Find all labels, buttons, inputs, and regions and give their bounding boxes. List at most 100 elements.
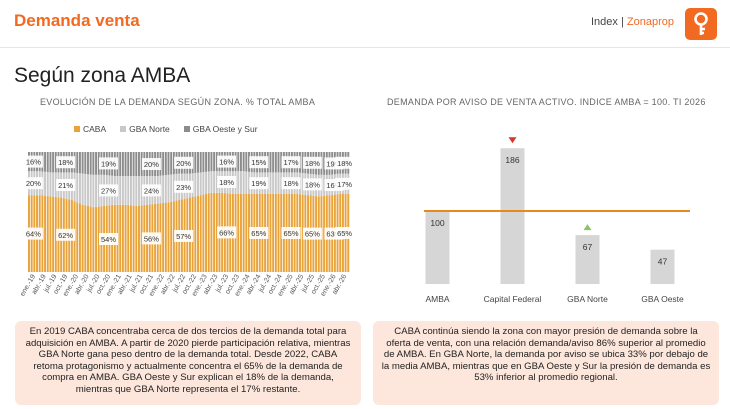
- data-label-bg-gba-norte: [56, 179, 76, 191]
- data-label-bg-caba: [335, 227, 355, 239]
- bar-caba: [81, 204, 84, 272]
- bar-gba-oeste-sur: [215, 152, 218, 172]
- bar-gba-norte: [97, 174, 100, 207]
- legend-item-gba-norte: GBA Norte: [120, 124, 170, 134]
- bar-gba-oeste-sur: [162, 152, 165, 176]
- data-label-gba-norte: 18%: [305, 180, 320, 189]
- bar-gba-norte: [205, 171, 208, 194]
- bar-gba-norte: [210, 171, 213, 193]
- data-label-gba-norte: 21%: [58, 181, 73, 190]
- data-label-bg-gba-oeste-sur: [335, 156, 355, 169]
- bar-gba-oeste-sur: [76, 152, 79, 173]
- data-label-caba: 65%: [283, 229, 298, 238]
- data-label-gba-oeste-sur: 20%: [176, 159, 191, 168]
- data-label-bg-gba-oeste-sur: [281, 156, 301, 169]
- bar-caba: [248, 194, 250, 272]
- bar-gba-oeste-sur: [119, 152, 122, 176]
- bar-gba-oeste-sur: [49, 152, 52, 173]
- data-label-caba: 57%: [176, 232, 191, 241]
- brand-link[interactable]: Zonaprop: [626, 16, 674, 28]
- zonaprop-logo-icon[interactable]: [685, 8, 717, 40]
- bar-caba: [215, 192, 218, 272]
- bar-gba-oeste-sur: [167, 152, 170, 175]
- bar-caba: [135, 206, 138, 272]
- right-chart-note: CABA continúa siendo la zona con mayor p…: [373, 321, 719, 405]
- bar-gba-oeste-sur: [202, 152, 205, 173]
- bar-caba: [194, 196, 197, 272]
- bar-gba-oeste-sur: [164, 152, 167, 176]
- bar-gba-norte: [272, 172, 275, 194]
- bar-caba: [199, 195, 202, 272]
- data-label-bg-gba-norte: [23, 177, 43, 190]
- bar-caba: [132, 205, 135, 272]
- bar-caba: [172, 201, 175, 272]
- bar-gba-norte: [170, 174, 173, 202]
- data-label-gba-norte: 16%: [326, 181, 341, 190]
- legend-label-gba-norte: GBA Norte: [129, 124, 170, 134]
- bar-gba-norte: [119, 176, 122, 205]
- bar-caba: [207, 193, 210, 272]
- data-label-bg-gba-oeste-sur: [217, 155, 237, 168]
- page-title: Demanda venta: [14, 11, 140, 30]
- bar-gba-norte: [245, 171, 248, 194]
- bar-gba-norte: [46, 172, 49, 197]
- bar-gba-oeste-sur: [199, 152, 202, 173]
- data-label-caba: 62%: [58, 231, 73, 240]
- bar-caba: [44, 195, 47, 272]
- bar-caba: [124, 204, 127, 272]
- demand-index-chart: 100 AMBA 186 Capital Federal 67 GBA Norte 47 GB…: [424, 137, 690, 304]
- data-label-gba-oeste-sur: 18%: [337, 159, 352, 168]
- data-label-gba-oeste-sur: 15%: [251, 158, 266, 167]
- data-label-caba: 56%: [144, 234, 159, 243]
- bar-gba-norte: [277, 172, 280, 194]
- data-label-gba-oeste-sur: 19%: [101, 159, 116, 168]
- data-label-caba: 65%: [305, 230, 320, 239]
- bar-gba-norte: [140, 176, 143, 206]
- data-label-gba-oeste-sur: 19%: [326, 159, 341, 168]
- index-bar: [425, 211, 450, 284]
- bar-caba: [242, 194, 245, 272]
- bar-caba: [245, 194, 248, 272]
- bar-gba-norte: [124, 176, 127, 205]
- data-label-bg-gba-oeste-sur: [174, 156, 194, 169]
- bar-gba-norte: [213, 171, 216, 193]
- bar-gba-oeste-sur: [78, 152, 81, 174]
- data-label-bg-gba-oeste-sur: [56, 156, 76, 169]
- right-chart-title: DEMANDA POR AVISO DE VENTA ACTIVO. INDIC…: [387, 97, 706, 107]
- bar-gba-norte: [78, 173, 81, 204]
- bar-caba: [54, 197, 57, 272]
- bar-caba: [95, 206, 98, 272]
- bar-gba-norte: [54, 172, 57, 197]
- bar-caba: [140, 205, 143, 272]
- bar-gba-norte: [274, 172, 277, 194]
- bar-gba-oeste-sur: [172, 152, 175, 175]
- data-label-gba-norte: 24%: [144, 186, 159, 195]
- data-label-gba-norte: 17%: [337, 180, 352, 189]
- bar-gba-oeste-sur: [52, 152, 55, 173]
- data-label-gba-norte: 27%: [101, 186, 116, 195]
- bar-gba-norte: [202, 172, 205, 195]
- data-label-gba-oeste-sur: 16%: [219, 158, 234, 167]
- bar-caba: [119, 204, 122, 272]
- bar-caba: [205, 194, 208, 272]
- data-label-caba: 64%: [26, 230, 41, 239]
- bar-gba-norte: [239, 171, 242, 194]
- bar-caba: [52, 196, 55, 272]
- bar-gba-oeste-sur: [213, 152, 216, 172]
- bar-gba-oeste-sur: [46, 152, 49, 173]
- bar-gba-oeste-sur: [140, 152, 143, 176]
- bar-caba: [164, 202, 167, 272]
- bar-gba-oeste-sur: [170, 152, 173, 175]
- bar-caba: [89, 206, 92, 272]
- category-label: Capital Federal: [484, 294, 542, 304]
- bar-gba-norte: [162, 175, 165, 203]
- data-label-bg-gba-norte: [99, 184, 118, 197]
- bar-caba: [76, 202, 79, 272]
- legend-swatch-gba-oeste-sur: [183, 126, 190, 132]
- bar-gba-oeste-sur: [239, 152, 242, 172]
- bar-gba-norte: [207, 171, 210, 194]
- bar-value-label: 47: [658, 257, 668, 267]
- bar-gba-norte: [129, 176, 132, 206]
- index-link[interactable]: Index: [591, 16, 618, 28]
- bar-gba-norte: [323, 174, 326, 196]
